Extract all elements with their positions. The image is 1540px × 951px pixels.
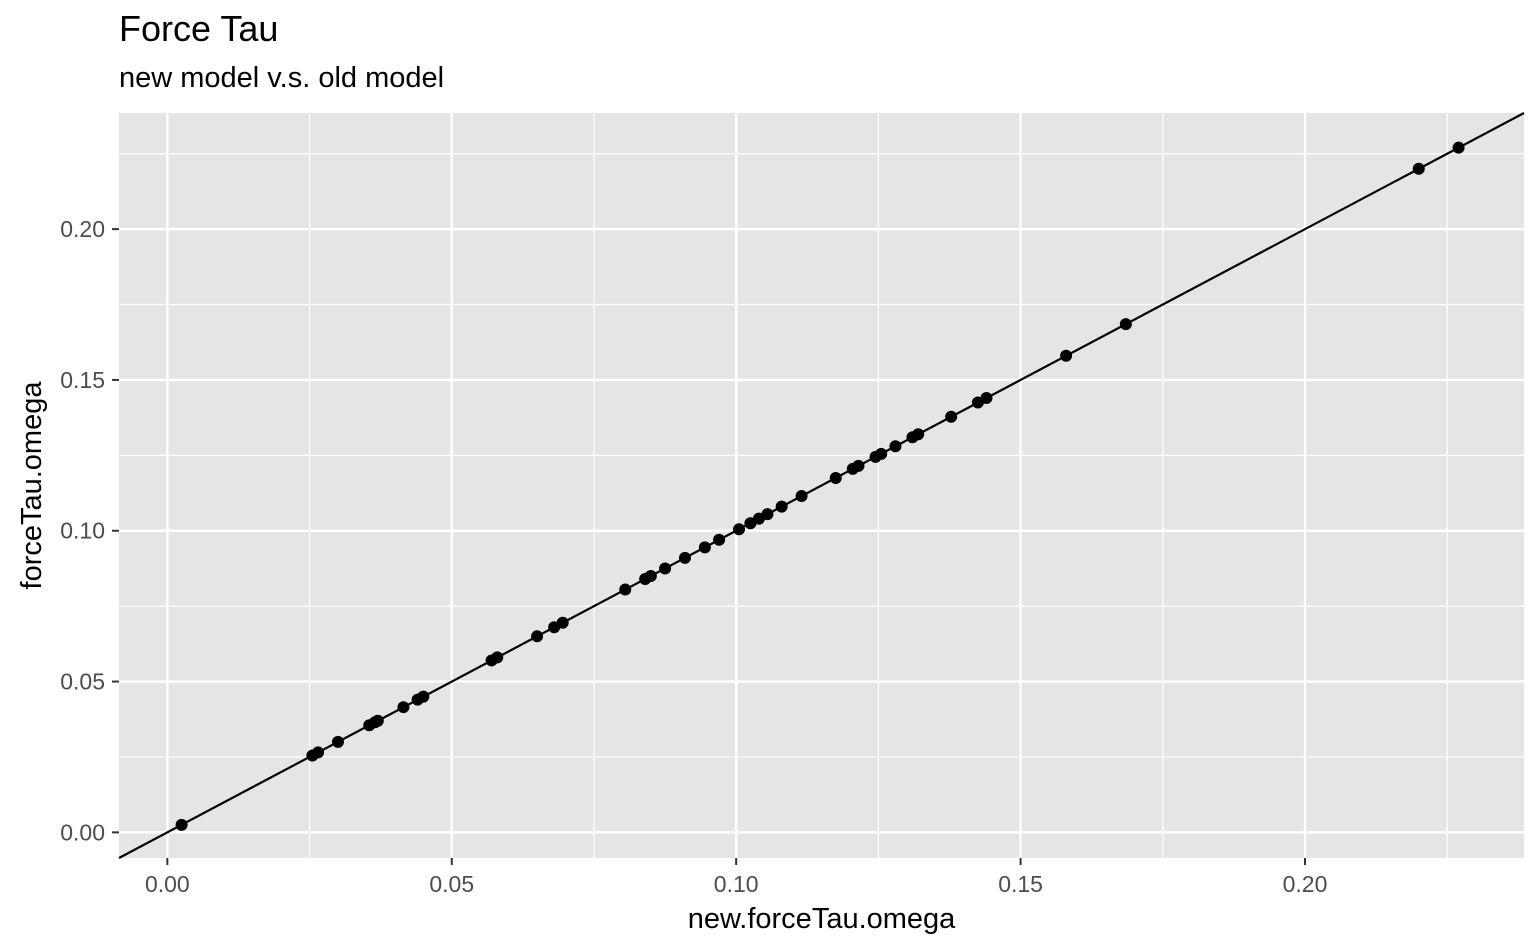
data-point [761,508,774,521]
y-tick-label: 0.15 [60,367,105,393]
x-axis-title: new.forceTau.omega [688,903,956,935]
data-point [371,714,384,727]
x-tick-label: 0.10 [714,871,759,897]
x-axis: 0.00 0.05 0.10 0.15 0.20 [145,858,1327,897]
data-point [491,651,504,664]
y-axis: 0.00 0.05 0.10 0.15 0.20 [60,216,119,845]
data-point [397,701,410,714]
minor-gridlines [119,113,1524,858]
x-tick-label: 0.00 [145,871,190,897]
data-point [875,447,888,460]
data-point [889,440,902,453]
data-point [1060,349,1073,362]
major-gridlines [119,113,1524,858]
chart-title: Force Tau [119,8,279,49]
x-tick-label: 0.15 [998,871,1043,897]
data-point [795,490,808,503]
data-point [619,583,632,596]
identity-reference-line [118,112,1525,859]
data-point [659,562,672,575]
chart-subtitle: new model v.s. old model [119,62,445,94]
data-point [175,818,188,831]
data-point [1119,318,1132,331]
data-points [175,141,1465,831]
data-point [312,746,325,759]
data-point [1452,141,1465,154]
y-tick-label: 0.10 [60,518,105,544]
data-point [733,523,746,536]
data-point [912,428,925,441]
x-tick-label: 0.05 [429,871,474,897]
data-point [698,541,711,554]
y-tick-label: 0.00 [60,819,105,845]
data-point [678,551,691,564]
y-tick-label: 0.05 [60,669,105,695]
data-point [829,471,842,484]
y-tick-label: 0.20 [60,216,105,242]
data-point [1412,162,1425,175]
data-point [531,630,544,643]
data-point [852,459,865,472]
data-point [980,392,993,405]
data-point [556,616,569,629]
data-point [331,735,344,748]
y-axis-title: forceTau.omega [16,381,48,590]
data-point [417,690,430,703]
x-tick-label: 0.20 [1283,871,1328,897]
data-point [644,569,657,582]
data-point [713,533,726,546]
data-point [945,410,958,423]
data-point [775,500,788,513]
